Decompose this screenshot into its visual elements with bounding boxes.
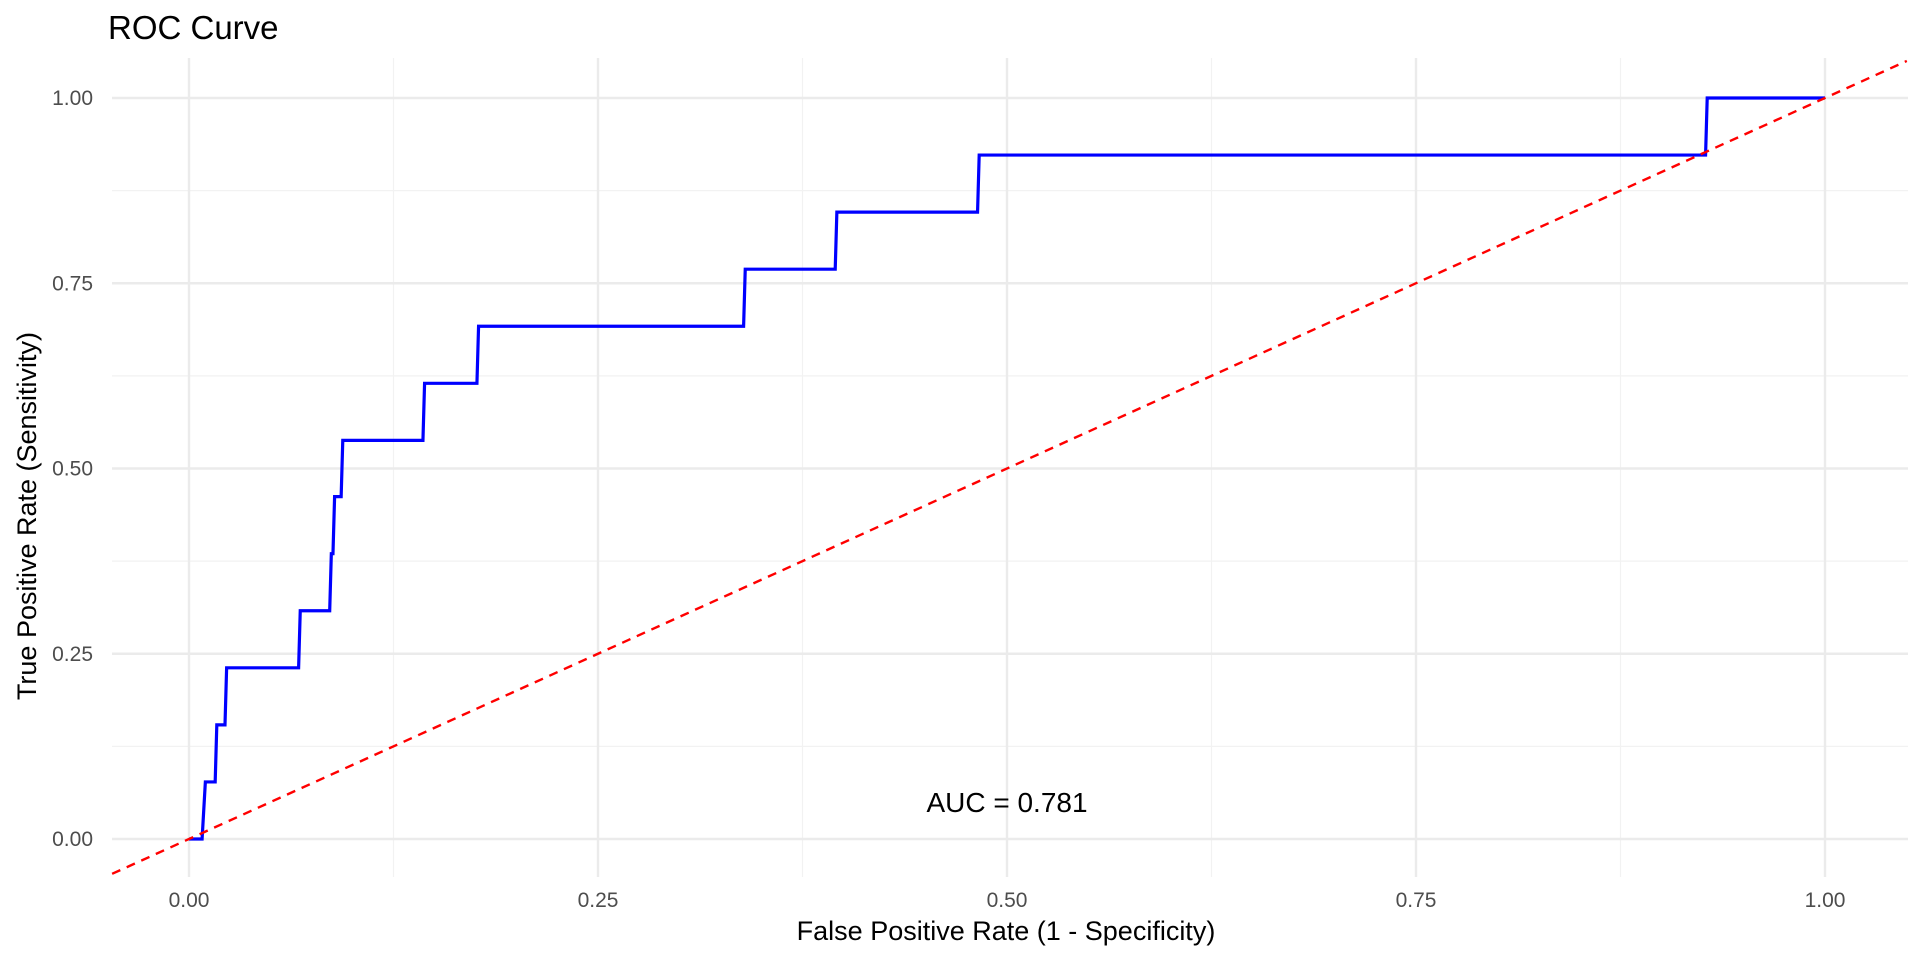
roc-curve-line [189,96,1825,841]
annotations: AUC = 0.781 [926,787,1087,818]
x-axis-label: False Positive Rate (1 - Specificity) [797,916,1216,946]
series-layer [111,59,1908,875]
x-tick-label: 0.00 [169,889,210,912]
x-tick-label: 0.25 [578,889,619,912]
x-tick-label: 1.00 [1805,889,1846,912]
diagonal-reference-line [111,59,1908,875]
auc-annotation: AUC = 0.781 [926,787,1087,818]
chart-title: ROC Curve [108,9,279,46]
major-gridlines [112,58,1908,877]
y-tick-label: 0.25 [52,643,93,666]
x-tick-label: 0.75 [1396,889,1437,912]
y-tick-label: 0.75 [52,272,93,295]
x-tick-label: 0.50 [987,889,1028,912]
y-tick-label: 0.50 [52,458,93,481]
y-tick-label: 1.00 [52,87,93,110]
tick-labels: 0.00 0.25 0.50 0.75 1.00 0.00 0.25 0.50 0.75 1.00 [52,87,1845,912]
y-tick-label: 0.00 [52,828,93,851]
y-axis-label: True Positive Rate (Sensitivity) [12,332,42,700]
